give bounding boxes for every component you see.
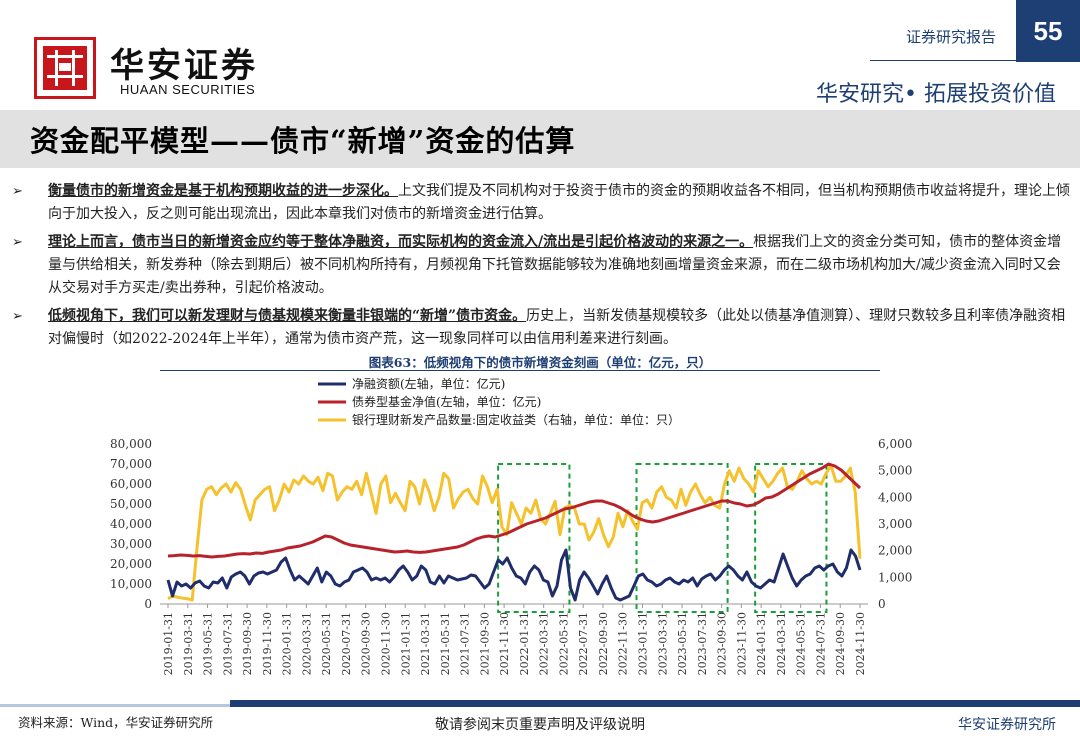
report-label: 证券研究报告: [905, 28, 996, 46]
x-tick-label: 2024-11-30: [854, 612, 867, 675]
series-line: [166, 548, 862, 602]
x-tick-label: 2023-05-31: [676, 612, 689, 675]
arrow-icon: ➢: [12, 235, 23, 250]
logo-mark-icon: [34, 37, 96, 99]
footer-bar: [230, 700, 1080, 707]
x-tick-label: 2021-09-30: [478, 612, 491, 675]
x-tick-label: 2019-09-30: [241, 612, 254, 675]
series-line: [167, 463, 862, 602]
x-tick-label: 2024-01-31: [755, 612, 768, 675]
x-tick-label: 2020-11-30: [379, 612, 392, 675]
right-axis-tick: 4,000: [878, 490, 912, 504]
highlight-box: [754, 463, 828, 613]
x-tick-label: 2021-11-30: [498, 612, 511, 675]
x-tick-label: 2024-07-31: [814, 612, 827, 675]
x-tick-label: 2024-05-31: [795, 612, 808, 675]
x-tick-labels: 2019-01-31 2019-03-31 2019-05-31 2019-07-31…: [162, 604, 867, 675]
x-tick-label: 2024-09-30: [834, 612, 847, 675]
figure-title: 图表63：低频视角下的债市新增资金刻画（单位：亿元，只）: [368, 355, 712, 370]
series-line: [167, 462, 862, 559]
figure-title-rule: [160, 370, 880, 371]
x-tick-label: 2023-11-30: [735, 612, 748, 675]
slogan: 华安研究• 拓展投资价值: [816, 82, 1056, 107]
legend-label: 债券型基金净值(左轴，单位：亿元): [352, 394, 541, 409]
x-tick-label: 2021-05-31: [439, 612, 452, 675]
chart: 净融资额(左轴，单位：亿元) 债券型基金净值(左轴，单位：亿元) 银行理财新发产品数…: [110, 376, 912, 675]
highlight-box: [635, 463, 729, 613]
left-axis-tick: 80,000: [110, 437, 152, 451]
left-axis-tick: 70,000: [110, 457, 152, 471]
chart-series: [166, 462, 862, 602]
highlight-box: [497, 463, 571, 613]
left-axis-tick: 30,000: [110, 537, 152, 551]
title-band: [0, 110, 1080, 168]
x-tick-label: 2019-03-31: [182, 612, 195, 675]
x-tick-label: 2019-05-31: [202, 612, 215, 675]
left-axis-tick: 20,000: [110, 557, 152, 571]
x-tick-label: 2021-01-31: [399, 612, 412, 675]
left-axis-tick: 60,000: [110, 477, 152, 491]
x-tick-label: 2022-05-31: [557, 612, 570, 675]
right-axis-tick: 3,000: [878, 517, 912, 531]
x-tick-label: 2020-07-31: [340, 612, 353, 675]
right-axis-tick: 1,000: [878, 570, 912, 584]
left-axis-tick: 0: [144, 597, 152, 611]
x-tick-label: 2022-09-30: [597, 612, 610, 675]
chart-axes: 0 10,000 20,000 30,000 40,000 50,000 60,000 70,…: [110, 437, 912, 611]
highlight-boxes: [497, 463, 828, 613]
x-tick-label: 2021-07-31: [459, 612, 472, 675]
x-tick-label: 2022-03-31: [538, 612, 551, 675]
x-tick-label: 2020-03-31: [300, 612, 313, 675]
x-tick-label: 2022-11-30: [617, 612, 630, 675]
right-axis-tick: 6,000: [878, 437, 912, 451]
bullet-item: ➢ 理论上而言，债市当日的新增资金应约等于整体净融资，而实际机构的资金流入/流出…: [12, 231, 1072, 300]
right-axis-tick: 2,000: [878, 544, 912, 558]
page-number: 55: [1016, 0, 1080, 62]
page-title: 资金配平模型——债市“新增”资金的估算: [30, 124, 576, 158]
logo-text-cn: 华安证券: [110, 46, 258, 86]
header-divider: [870, 60, 1016, 61]
right-axis-tick: 5,000: [878, 464, 912, 478]
disclaimer-note: 敬请参阅末页重要声明及评级说明: [435, 717, 645, 733]
legend-label: 银行理财新发产品数量:固定收益类（右轴，单位：单位：只）: [352, 412, 680, 427]
x-tick-label: 2024-03-31: [775, 612, 788, 675]
bullet-item: ➢ 衡量债市的新增资金是基于机构预期收益的进一步深化。上文我们提及不同机构对于投…: [12, 180, 1072, 226]
arrow-icon: ➢: [12, 309, 23, 324]
x-tick-label: 2023-03-31: [656, 612, 669, 675]
x-tick-label: 2021-03-31: [419, 612, 432, 675]
bullet-list: ➢ 衡量债市的新增资金是基于机构预期收益的进一步深化。上文我们提及不同机构对于投…: [12, 180, 1072, 356]
x-tick-label: 2023-09-30: [716, 612, 729, 675]
bullet-item: ➢ 低频视角下，我们可以新发理财与债基规模来衡量非银端的“新增”债市资金。历史上…: [12, 305, 1072, 351]
footer-bar-light: [0, 704, 230, 707]
x-tick-label: 2019-11-30: [261, 612, 274, 675]
left-axis-tick: 50,000: [110, 497, 152, 511]
x-tick-label: 2023-07-31: [696, 612, 709, 675]
left-axis-tick: 10,000: [110, 577, 152, 591]
left-axis-tick: 40,000: [110, 517, 152, 531]
x-tick-label: 2020-01-31: [281, 612, 294, 675]
x-tick-label: 2022-07-31: [577, 612, 590, 675]
x-tick-label: 2020-05-31: [320, 612, 333, 675]
source-note: 资料来源：Wind，华安证券研究所: [18, 715, 214, 730]
logo-text-en: HUAAN SECURITIES: [120, 82, 256, 97]
legend: 净融资额(左轴，单位：亿元) 债券型基金净值(左轴，单位：亿元) 银行理财新发产品数…: [318, 376, 680, 427]
x-tick-label: 2023-01-31: [637, 612, 650, 675]
arrow-icon: ➢: [12, 184, 23, 199]
x-tick-label: 2022-01-31: [518, 612, 531, 675]
x-tick-label: 2020-09-30: [360, 612, 373, 675]
x-tick-label: 2019-07-31: [221, 612, 234, 675]
right-axis-tick: 0: [878, 597, 886, 611]
legend-label: 净融资额(左轴，单位：亿元): [352, 376, 505, 391]
x-tick-label: 2019-01-31: [162, 612, 175, 675]
footer-org: 华安证券研究所: [958, 717, 1056, 733]
